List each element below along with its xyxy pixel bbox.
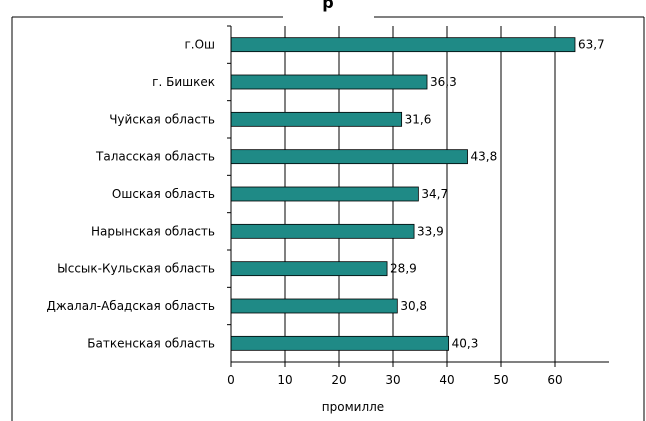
category-label: Джалал-Абадская область: [47, 299, 215, 313]
x-tick-label: 30: [385, 373, 400, 387]
x-tick-label: 40: [439, 373, 454, 387]
value-label: 31,6: [405, 112, 432, 126]
category-label: г.Ош: [184, 38, 215, 52]
value-label: 43,8: [471, 150, 498, 164]
bar-1: [230, 37, 576, 53]
category-label: Нарынская область: [91, 224, 215, 238]
value-label: 28,9: [390, 262, 417, 276]
x-tick-label: 10: [277, 373, 292, 387]
x-tick-label: 60: [547, 373, 562, 387]
category-label: Чуйская область: [109, 112, 215, 126]
x-tick-label: 0: [227, 373, 235, 387]
bar-6: [230, 223, 415, 239]
chart-title-fragment: р: [322, 0, 333, 12]
bar-5: [230, 186, 419, 202]
value-label: 30,8: [400, 299, 427, 313]
category-label: Таласская область: [95, 150, 215, 164]
x-tick-label: 50: [493, 373, 508, 387]
value-label: 40,3: [452, 336, 479, 350]
bars: г.Ош 63,7 г. Бишкек 36,3 Чуйская область 31,6…: [47, 37, 605, 351]
x-axis: 0 10 20 30 40 50 60: [227, 25, 609, 387]
value-label: 33,9: [417, 224, 444, 238]
bar-3: [230, 111, 403, 127]
category-label: Баткенская область: [87, 336, 215, 350]
bar-2: [230, 74, 428, 90]
value-label: 34,7: [421, 187, 448, 201]
x-tick-label: 20: [331, 373, 346, 387]
value-label: 63,7: [578, 38, 605, 52]
bar-4: [230, 149, 468, 165]
category-label: г. Бишкек: [152, 75, 215, 89]
x-axis-title: промилле: [322, 400, 384, 414]
category-label: Ошская область: [112, 187, 215, 201]
category-label: Ыссык-Кульская область: [57, 262, 215, 276]
bar-9: [230, 335, 450, 351]
bar-8: [230, 298, 398, 314]
bar-7: [230, 261, 388, 277]
value-label: 36,3: [430, 75, 457, 89]
